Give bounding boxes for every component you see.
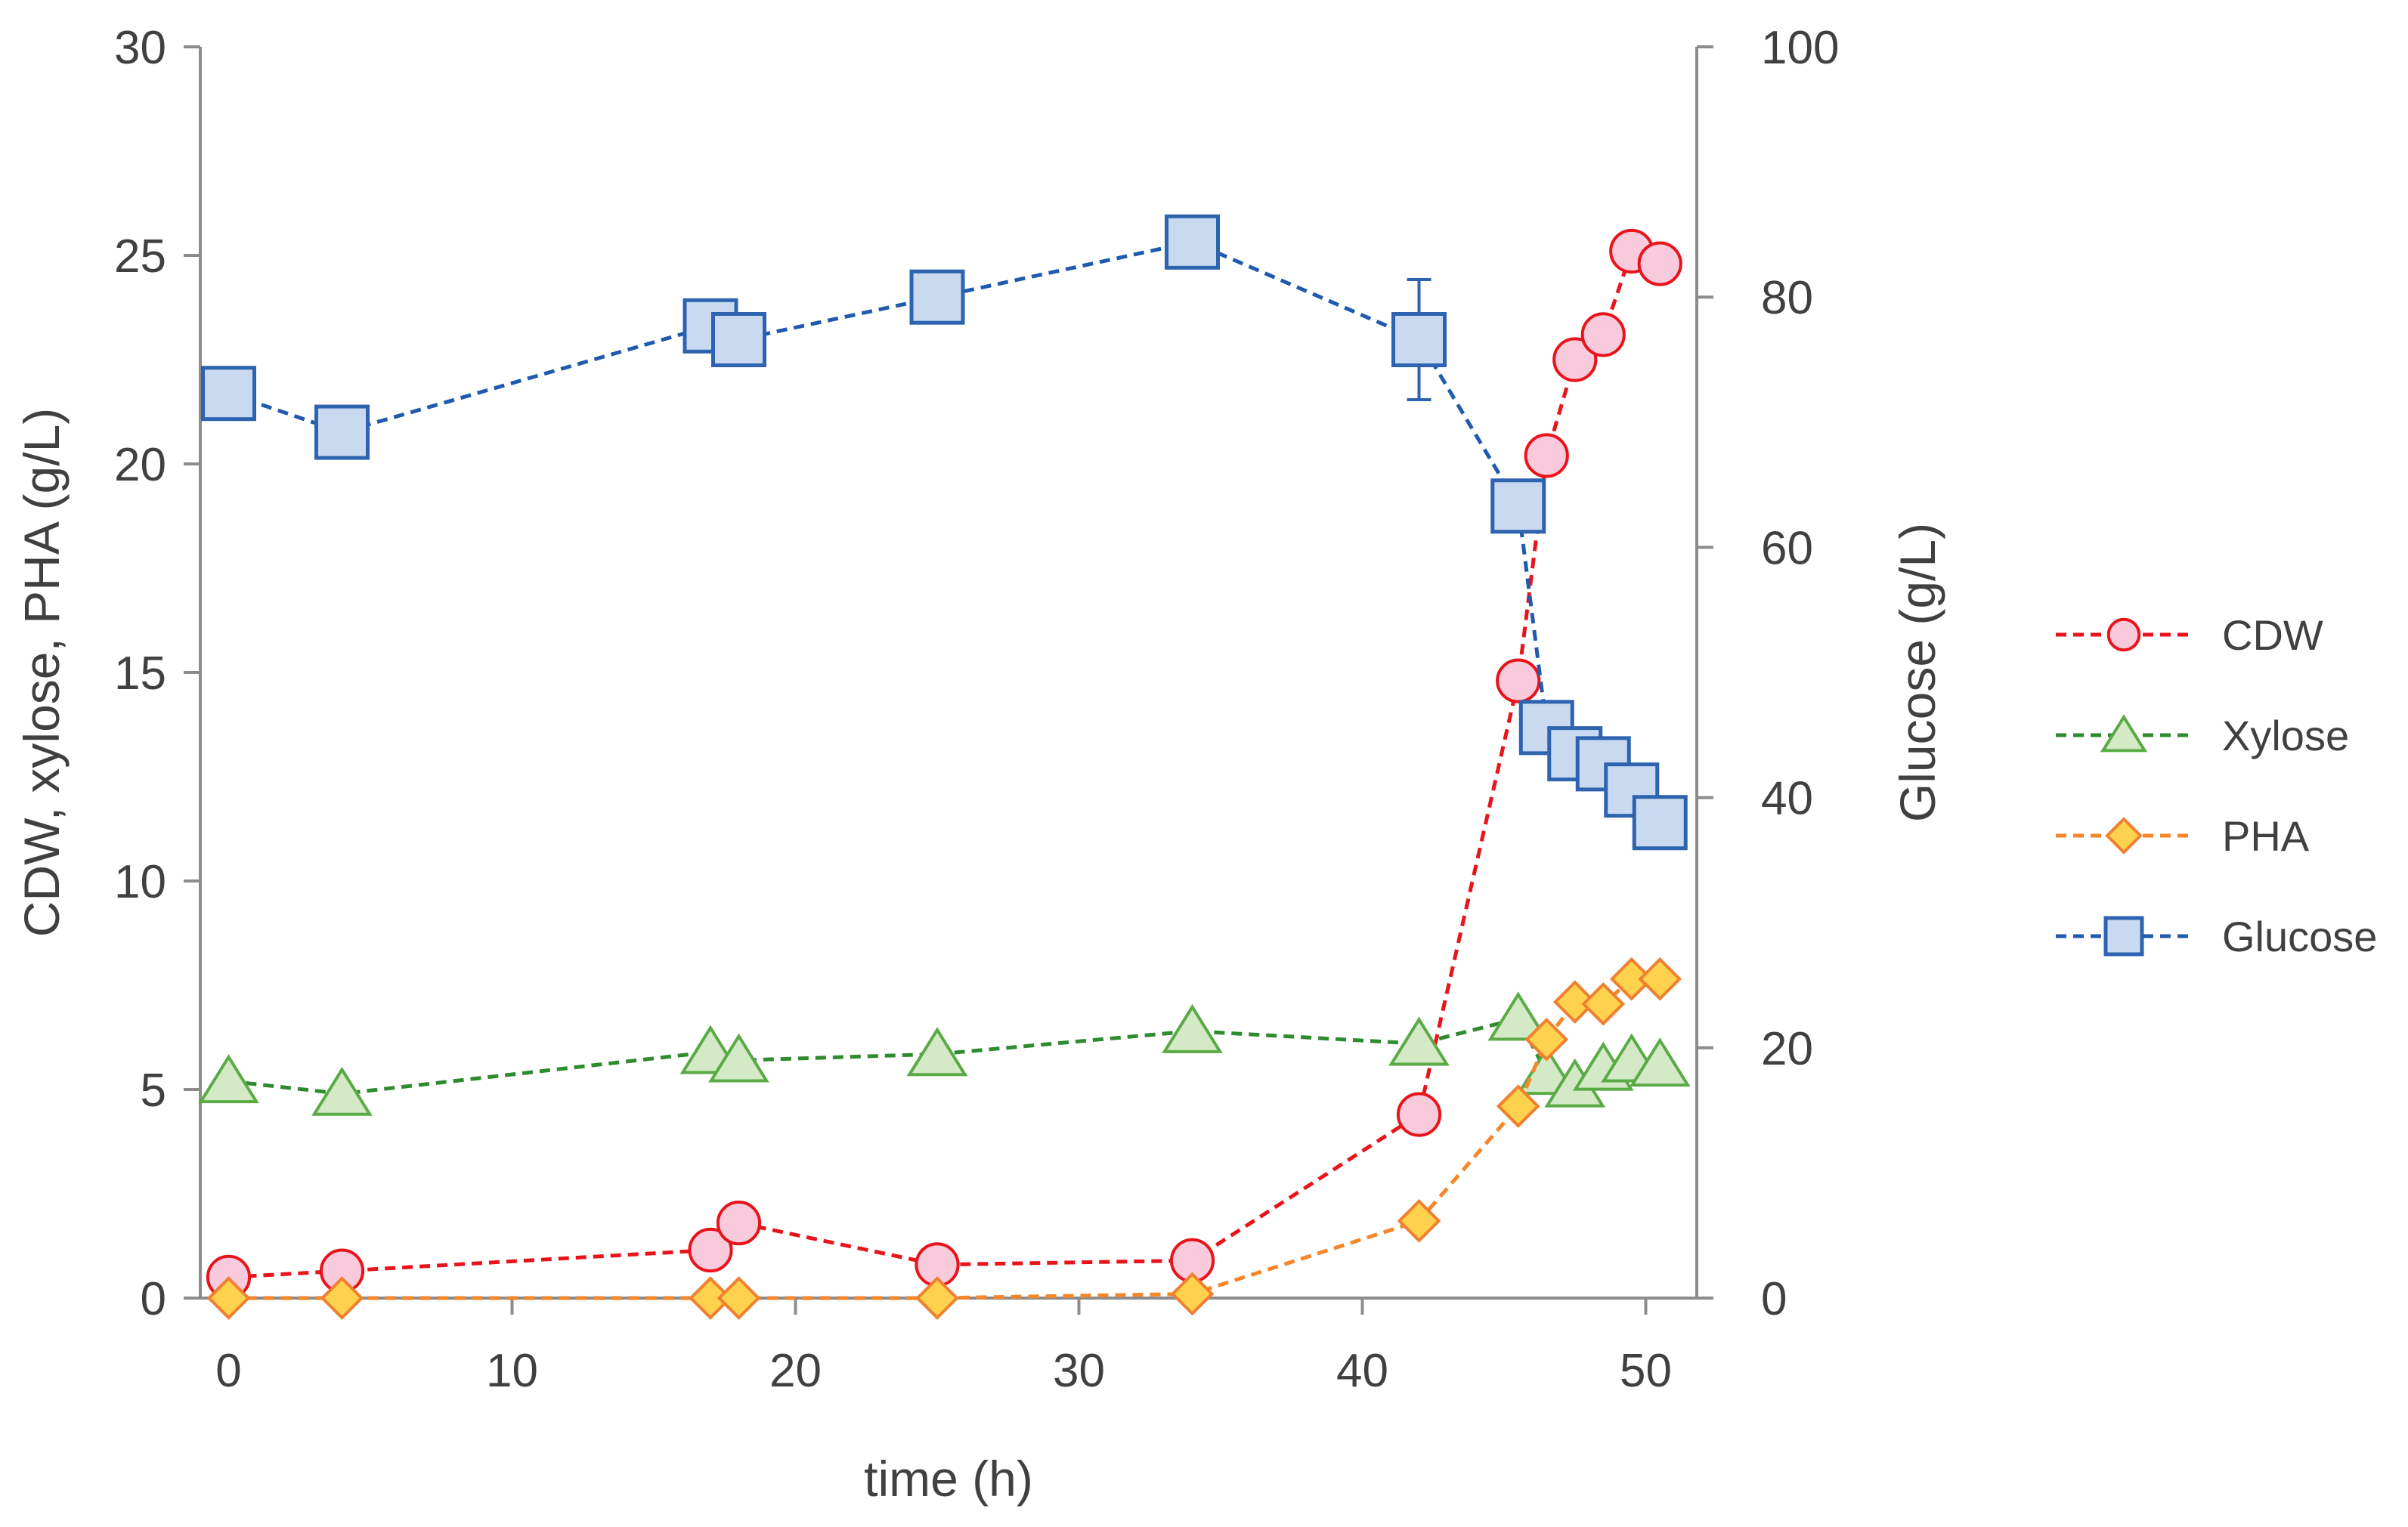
right-tick-label: 80 — [1761, 272, 1813, 324]
glucose-point — [909, 269, 965, 325]
xylose-point — [708, 1033, 769, 1083]
right-tick-label: 60 — [1761, 522, 1813, 574]
legend-marker — [2105, 817, 2143, 855]
legend-marker — [2100, 714, 2148, 753]
series-layer — [198, 214, 1691, 1320]
pha-point — [1496, 1084, 1540, 1128]
cdw-point — [1637, 241, 1682, 286]
right-y-axis: 0 20 40 60 80 100 — [1697, 22, 1839, 1325]
xylose-point — [1629, 1037, 1691, 1087]
pha-point — [1170, 1272, 1215, 1316]
legend-label: Glucose — [2222, 913, 2377, 960]
pha-point — [1552, 980, 1597, 1024]
pha-point — [1638, 957, 1682, 1001]
right-tick-label: 20 — [1761, 1023, 1813, 1075]
legend-item-glucose: Glucose — [2056, 913, 2377, 960]
legend: CDW Xylose PHA Glucose — [2056, 611, 2377, 960]
series-xylose — [198, 991, 1691, 1116]
pha-point — [1609, 957, 1654, 1001]
x-tick-label: 10 — [486, 1345, 538, 1397]
glucose-point — [1490, 478, 1546, 534]
glucose-point — [1391, 312, 1447, 368]
legend-item-pha: PHA — [2056, 812, 2310, 860]
xylose-point — [1487, 991, 1549, 1041]
legend-item-xylose: Xylose — [2056, 712, 2349, 759]
legend-item-cdw: CDW — [2056, 611, 2323, 659]
glucose-point — [314, 404, 370, 460]
left-tick-label: 30 — [114, 22, 166, 74]
x-tick-label: 40 — [1336, 1345, 1388, 1397]
left-y-axis-title: CDW, xylose, PHA (g/L) — [14, 408, 70, 938]
xylose-point — [311, 1066, 373, 1116]
x-tick-label: 30 — [1053, 1345, 1105, 1397]
pha-point — [1397, 1199, 1441, 1243]
pha-point — [320, 1276, 364, 1320]
glucose-point — [1632, 795, 1688, 851]
right-y-axis-title: Glucose (g/L) — [1890, 523, 1945, 822]
legend-label: Xylose — [2222, 712, 2349, 759]
right-tick-label: 100 — [1761, 22, 1839, 74]
series-cdw — [206, 228, 1682, 1300]
left-y-axis: 0 5 10 15 20 25 30 — [114, 22, 200, 1325]
pha-point — [1524, 1017, 1569, 1062]
pha-point — [915, 1276, 959, 1320]
legend-marker — [2106, 617, 2141, 652]
glucose-point — [1165, 214, 1220, 270]
cdw-point — [1580, 312, 1626, 357]
left-tick-label: 5 — [141, 1065, 166, 1117]
legend-label: PHA — [2222, 812, 2310, 860]
left-tick-label: 10 — [114, 856, 166, 908]
cdw-point — [1552, 337, 1598, 382]
x-tick-label: 20 — [769, 1345, 822, 1397]
left-tick-label: 15 — [114, 648, 166, 700]
plot-frame — [199, 47, 1698, 1300]
right-tick-label: 0 — [1761, 1273, 1787, 1325]
xylose-point — [1162, 1003, 1223, 1053]
x-axis-title: time (h) — [864, 1451, 1033, 1507]
cdw-point — [688, 1227, 733, 1273]
legend-marker — [2103, 916, 2144, 957]
x-axis: 0 10 20 30 40 50 — [215, 1298, 1672, 1397]
cdw-point — [716, 1201, 762, 1246]
x-tick-label: 50 — [1620, 1345, 1672, 1397]
cdw-line — [228, 249, 1661, 1279]
cdw-point — [1496, 658, 1541, 703]
xylose-point — [198, 1054, 259, 1104]
left-tick-label: 25 — [114, 230, 166, 283]
pha-point — [206, 1276, 251, 1320]
x-tick-label: 0 — [215, 1345, 241, 1397]
cdw-point — [1396, 1092, 1442, 1137]
series-pha — [206, 957, 1682, 1320]
right-tick-label: 40 — [1761, 773, 1813, 825]
legend-label: CDW — [2222, 611, 2323, 659]
cdw-point — [1524, 433, 1569, 478]
xylose-point — [906, 1027, 968, 1077]
series-glucose — [201, 214, 1688, 851]
glucose-point — [711, 312, 766, 368]
pha-point — [717, 1276, 761, 1320]
glucose-point — [201, 366, 256, 422]
left-tick-label: 20 — [114, 439, 166, 491]
pha-point — [1581, 982, 1626, 1026]
pha-point — [689, 1276, 732, 1320]
left-tick-label: 0 — [141, 1273, 166, 1325]
xylose-point — [1388, 1016, 1450, 1066]
